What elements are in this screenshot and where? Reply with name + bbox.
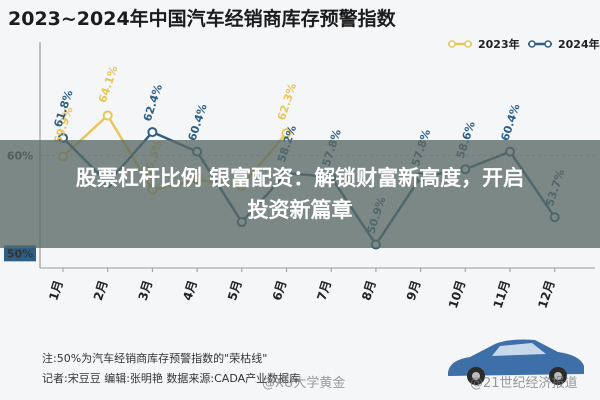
data-label-0-5: 62.3% xyxy=(275,82,299,122)
legend-marker-b-1 xyxy=(544,40,552,48)
data-point-1-2 xyxy=(147,127,158,138)
chart-note-threshold: 注:50%为汽车经销商库存预警指数的"荣枯线" xyxy=(42,352,268,365)
watermark-left: @XU大学黄金 xyxy=(262,376,346,391)
advertisement-overlay: 股票杠杆比例 银富配资：解锁财富新高度，开启 投资新篇章 xyxy=(0,140,600,248)
overlay-line-1: 股票杠杆比例 银富配资：解锁财富新高度，开启 xyxy=(75,166,525,190)
data-label-1-10: 60.4% xyxy=(498,102,522,142)
x-tick-label-4: 5月 xyxy=(225,279,245,303)
x-tick-label-10: 11月 xyxy=(491,279,513,311)
legend-marker-b-0 xyxy=(464,40,472,48)
chart-credits: 记者:宋豆豆 编辑:张明艳 数据来源:CADA产业数据库 xyxy=(42,372,301,385)
watermark-right: @21世纪经济报道 xyxy=(470,376,578,391)
x-tick-label-5: 6月 xyxy=(270,279,290,303)
x-tick-label-1: 2月 xyxy=(91,279,111,303)
threshold-badge xyxy=(4,245,36,262)
data-label-1-3: 60.4% xyxy=(186,102,210,142)
data-point-0-5 xyxy=(281,128,292,139)
x-tick-label-11: 12月 xyxy=(535,279,557,311)
x-tick-label-2: 3月 xyxy=(136,279,156,303)
data-label-0-1: 64.1% xyxy=(96,64,120,104)
legend-label-0: 2023年 xyxy=(478,37,520,51)
chart-title: 2023~2024年中国汽车经销商库存预警指数 xyxy=(8,8,396,30)
x-tick-label-0: 1月 xyxy=(46,279,66,303)
data-label-1-2: 62.4% xyxy=(141,83,165,123)
x-tick-label-8: 9月 xyxy=(404,279,424,303)
overlay-line-2: 投资新篇章 xyxy=(247,198,353,222)
legend-marker-a-1 xyxy=(528,40,536,48)
x-tick-label-9: 10月 xyxy=(446,279,468,311)
x-tick-label-6: 7月 xyxy=(314,279,334,303)
y-tick-label-1: 50% xyxy=(7,247,33,260)
x-tick-label-7: 8月 xyxy=(359,279,379,303)
overlay-text: 股票杠杆比例 银富配资：解锁财富新高度，开启 投资新篇章 xyxy=(20,162,580,226)
legend-marker-a-0 xyxy=(448,40,456,48)
car-illustration-icon xyxy=(448,339,584,385)
data-point-0-1 xyxy=(102,110,113,121)
legend-label-1: 2024年 xyxy=(558,37,600,51)
x-tick-label-3: 4月 xyxy=(180,279,200,303)
